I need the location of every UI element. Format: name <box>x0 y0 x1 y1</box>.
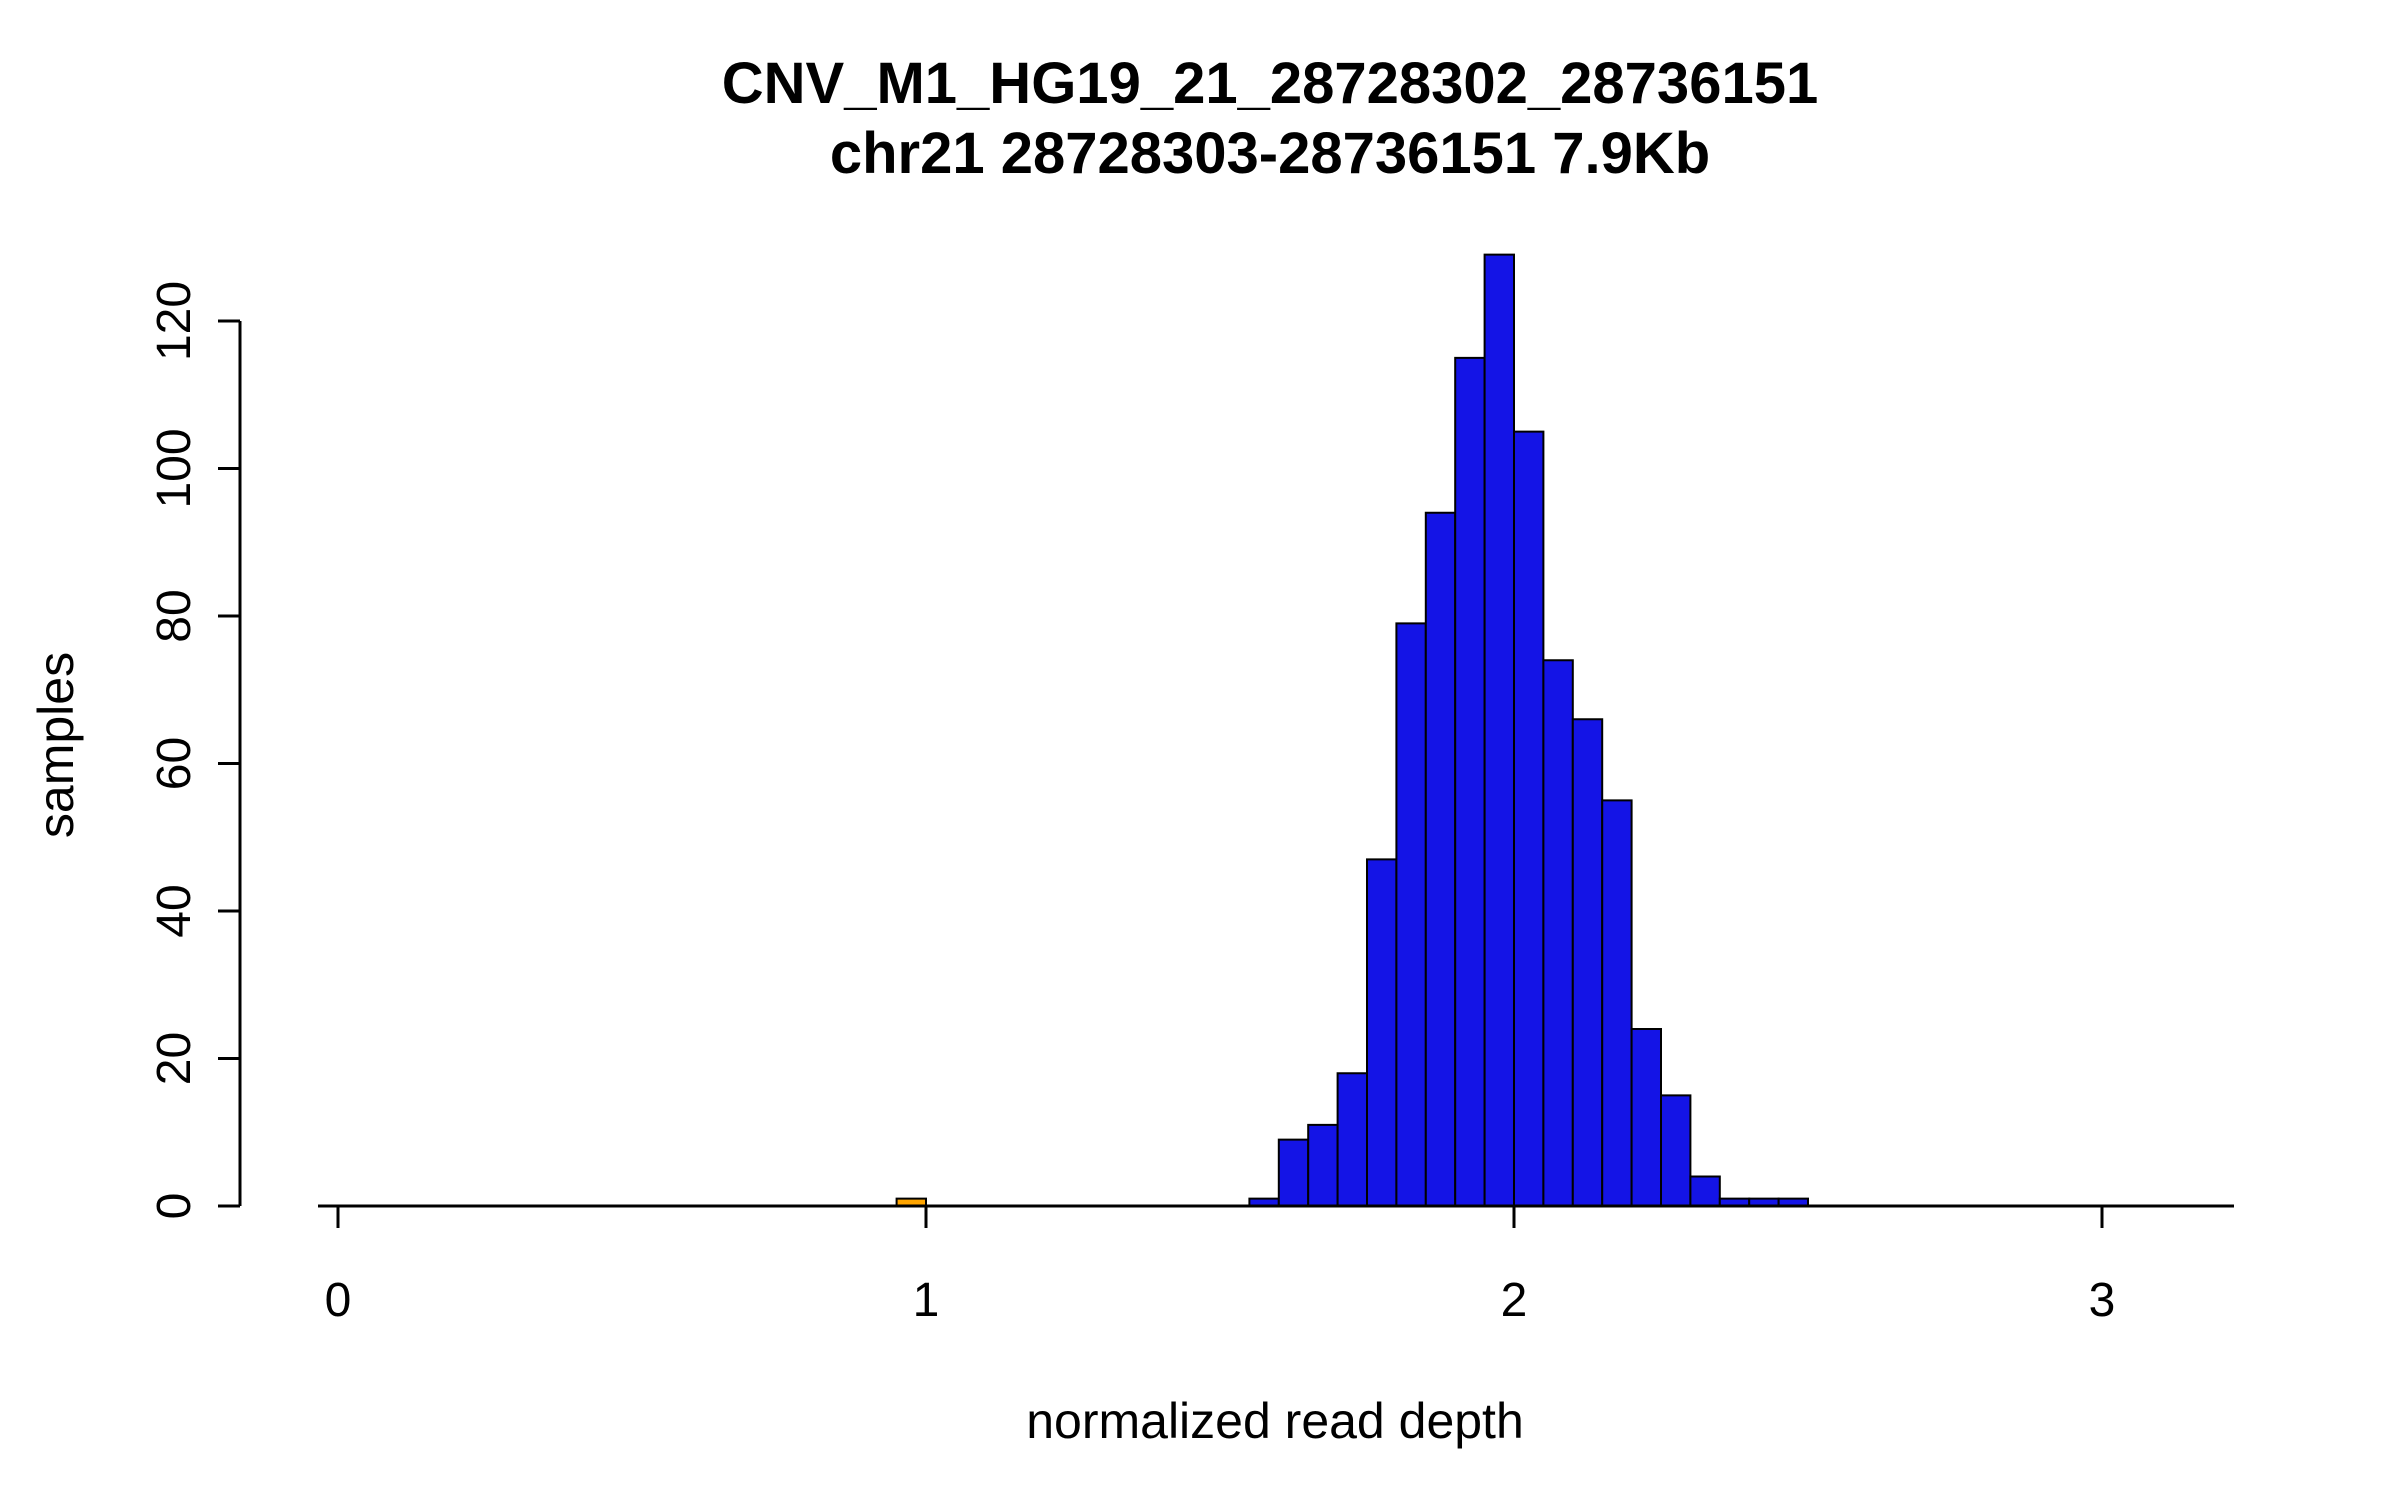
y-axis-tick-label: 20 <box>148 1032 201 1085</box>
histogram-bar <box>1689 1175 1721 1207</box>
x-axis-label: normalized read depth <box>1026 1393 1524 1449</box>
histogram-bar <box>1571 718 1604 1207</box>
histogram-bar <box>1395 622 1427 1207</box>
x-axis-tick-label: 3 <box>2089 1274 2116 1327</box>
histogram-bar <box>1601 799 1633 1207</box>
histogram-bar <box>1513 430 1545 1207</box>
chart-subtitle: chr21 28728303-28736151 7.9Kb <box>829 121 1711 186</box>
y-axis-tick-label: 120 <box>148 281 201 361</box>
histogram-bar <box>1307 1123 1339 1207</box>
y-axis-label: samples <box>28 651 84 839</box>
histogram-bar <box>1336 1072 1368 1207</box>
y-axis-tick-label: 0 <box>148 1193 201 1220</box>
y-axis-tick-label: 100 <box>148 428 201 508</box>
y-axis-tick-label: 80 <box>148 589 201 642</box>
histogram-bar <box>1630 1028 1662 1207</box>
histogram-bar <box>1424 511 1457 1207</box>
x-axis-tick-label: 0 <box>325 1274 352 1327</box>
chart-title: CNV_M1_HG19_21_28728302_28736151 <box>721 51 1819 116</box>
x-axis-tick-label: 1 <box>913 1274 940 1327</box>
y-axis-tick-label: 60 <box>148 737 201 790</box>
histogram-bar <box>1277 1138 1310 1207</box>
histogram-bar <box>1660 1094 1692 1207</box>
y-axis-tick-label: 40 <box>148 884 201 937</box>
histogram-bar <box>1454 356 1486 1207</box>
histogram-bar <box>1542 659 1574 1207</box>
histogram-bar <box>1366 858 1398 1207</box>
x-axis-tick-label: 2 <box>1501 1274 1528 1327</box>
histogram-bar <box>1483 253 1515 1207</box>
